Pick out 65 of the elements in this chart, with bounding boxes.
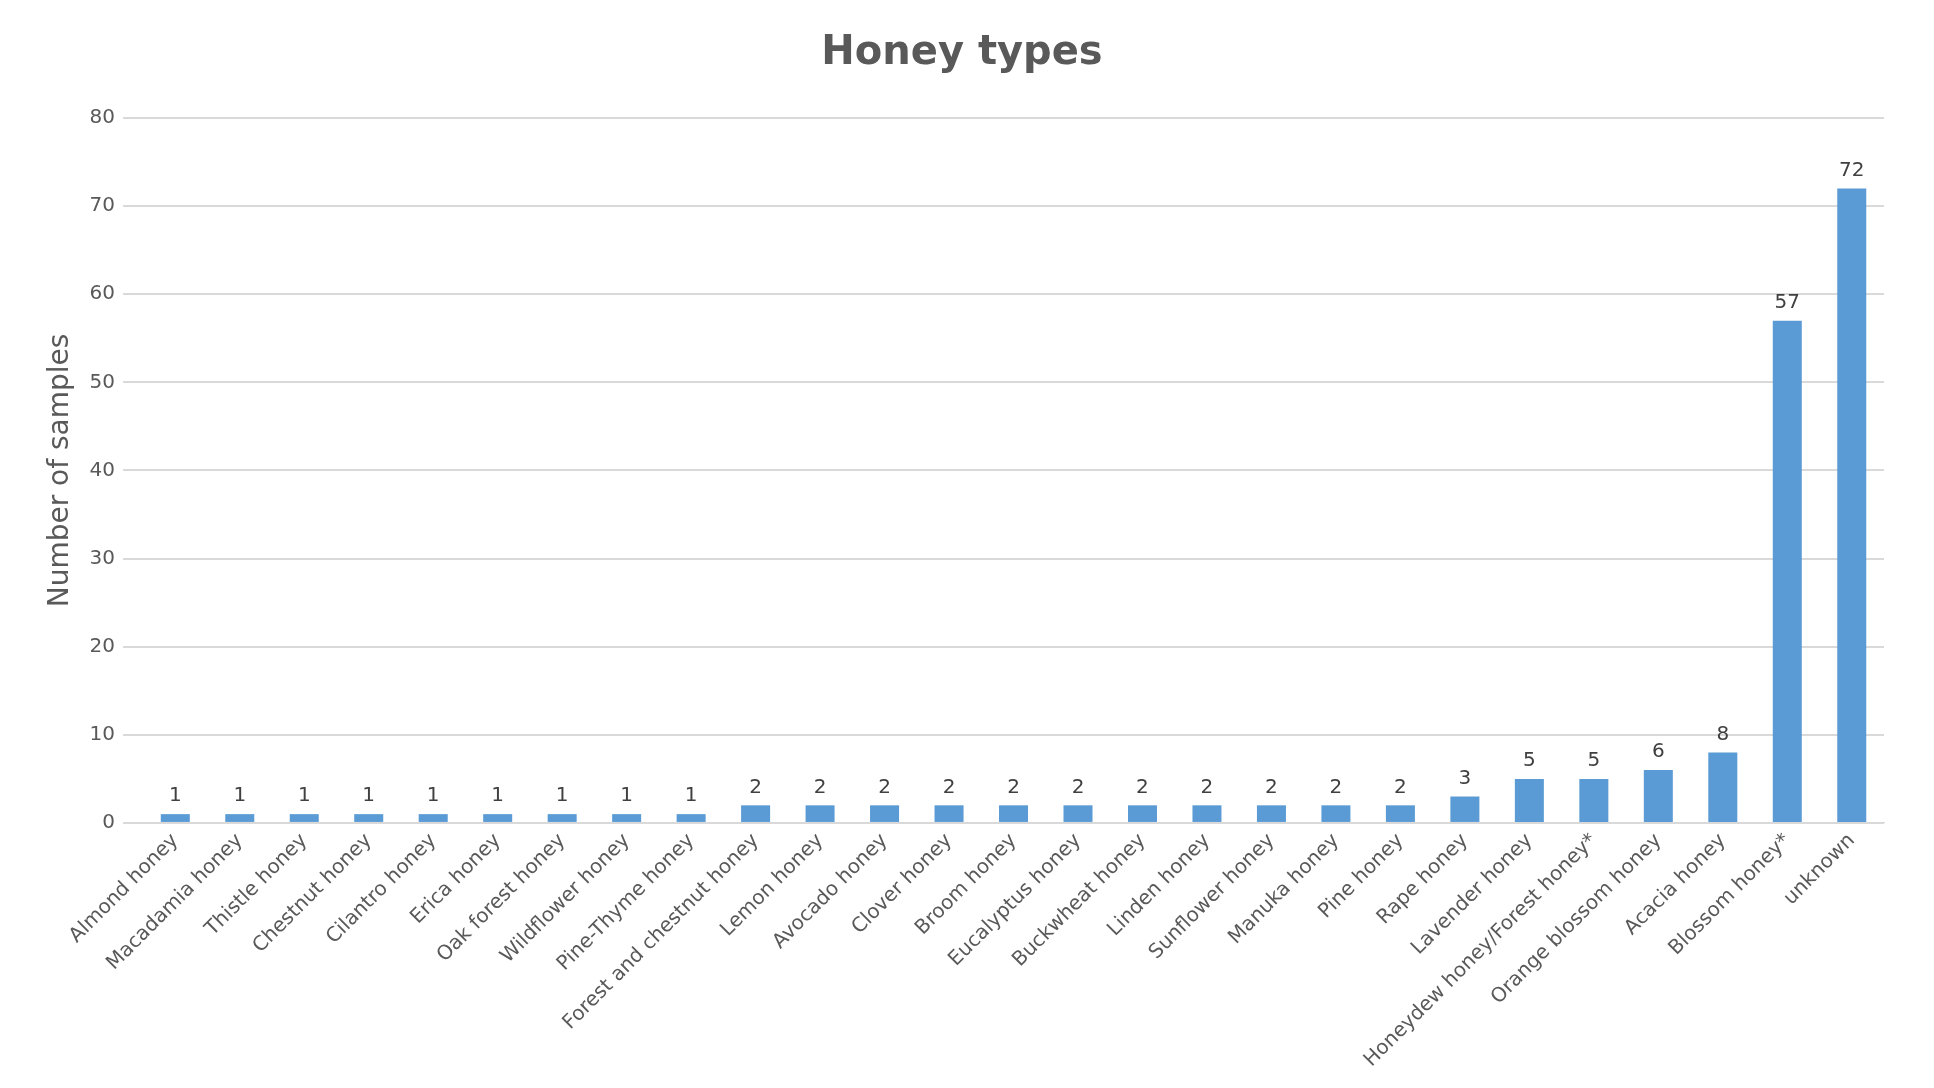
y-tick-label: 50: [89, 368, 116, 393]
bar: [1514, 778, 1544, 822]
bar: [1579, 778, 1609, 822]
bar: [1708, 752, 1738, 822]
bar: [289, 814, 319, 822]
bar: [1063, 805, 1093, 822]
data-label: 3: [1458, 764, 1472, 789]
data-label: 1: [168, 782, 182, 807]
bar: [483, 814, 513, 822]
bar: [1772, 320, 1802, 822]
data-label: 8: [1716, 720, 1730, 745]
data-label: 57: [1774, 288, 1801, 313]
chart-title: Honey types: [821, 27, 1103, 74]
bar: [612, 814, 642, 822]
y-tick-label: 30: [89, 544, 116, 569]
data-label: 2: [1007, 773, 1020, 798]
data-label: 5: [1587, 747, 1601, 772]
bar: [547, 814, 577, 822]
data-label: 1: [555, 782, 569, 807]
bar: [1385, 805, 1415, 822]
data-label: 2: [749, 773, 762, 798]
y-tick-label: 10: [89, 721, 116, 746]
bar: [354, 814, 384, 822]
data-label: 2: [1329, 773, 1343, 798]
data-label: 2: [942, 773, 956, 798]
bar: [741, 805, 771, 822]
data-label: 1: [491, 782, 505, 807]
bar: [1321, 805, 1351, 822]
bar: [1256, 805, 1286, 822]
bar: [1192, 805, 1222, 822]
bar: [1643, 770, 1673, 822]
y-axis-title: Number of samples: [42, 333, 76, 608]
data-label: 2: [1265, 773, 1278, 798]
data-label: 2: [1200, 773, 1214, 798]
bar: [870, 805, 900, 822]
data-label: 1: [362, 782, 376, 807]
y-tick-label: 0: [102, 809, 116, 834]
bar: [805, 805, 835, 822]
bar: [1837, 188, 1867, 822]
data-label: 2: [1136, 773, 1149, 798]
data-label: 1: [426, 782, 440, 807]
data-label: 72: [1839, 156, 1865, 181]
bar: [676, 814, 706, 822]
data-label: 1: [233, 782, 247, 807]
data-label: 2: [1071, 773, 1085, 798]
data-label: 2: [878, 773, 891, 798]
y-tick-label: 60: [89, 280, 116, 305]
bar: [934, 805, 964, 822]
y-tick-label: 20: [89, 632, 116, 657]
y-tick-label: 70: [89, 192, 116, 217]
bar: [999, 805, 1029, 822]
bar: [1450, 796, 1480, 822]
bar: [418, 814, 448, 822]
data-label: 1: [684, 782, 698, 807]
data-label: 1: [297, 782, 311, 807]
data-label: 1: [620, 782, 634, 807]
y-tick-label: 80: [89, 104, 116, 129]
data-label: 5: [1522, 747, 1536, 772]
data-label: 6: [1651, 738, 1665, 763]
bar: [225, 814, 255, 822]
bar: [160, 814, 190, 822]
bar: [1127, 805, 1157, 822]
y-tick-label: 40: [89, 456, 116, 481]
data-label: 2: [1394, 773, 1407, 798]
data-label: 2: [813, 773, 827, 798]
